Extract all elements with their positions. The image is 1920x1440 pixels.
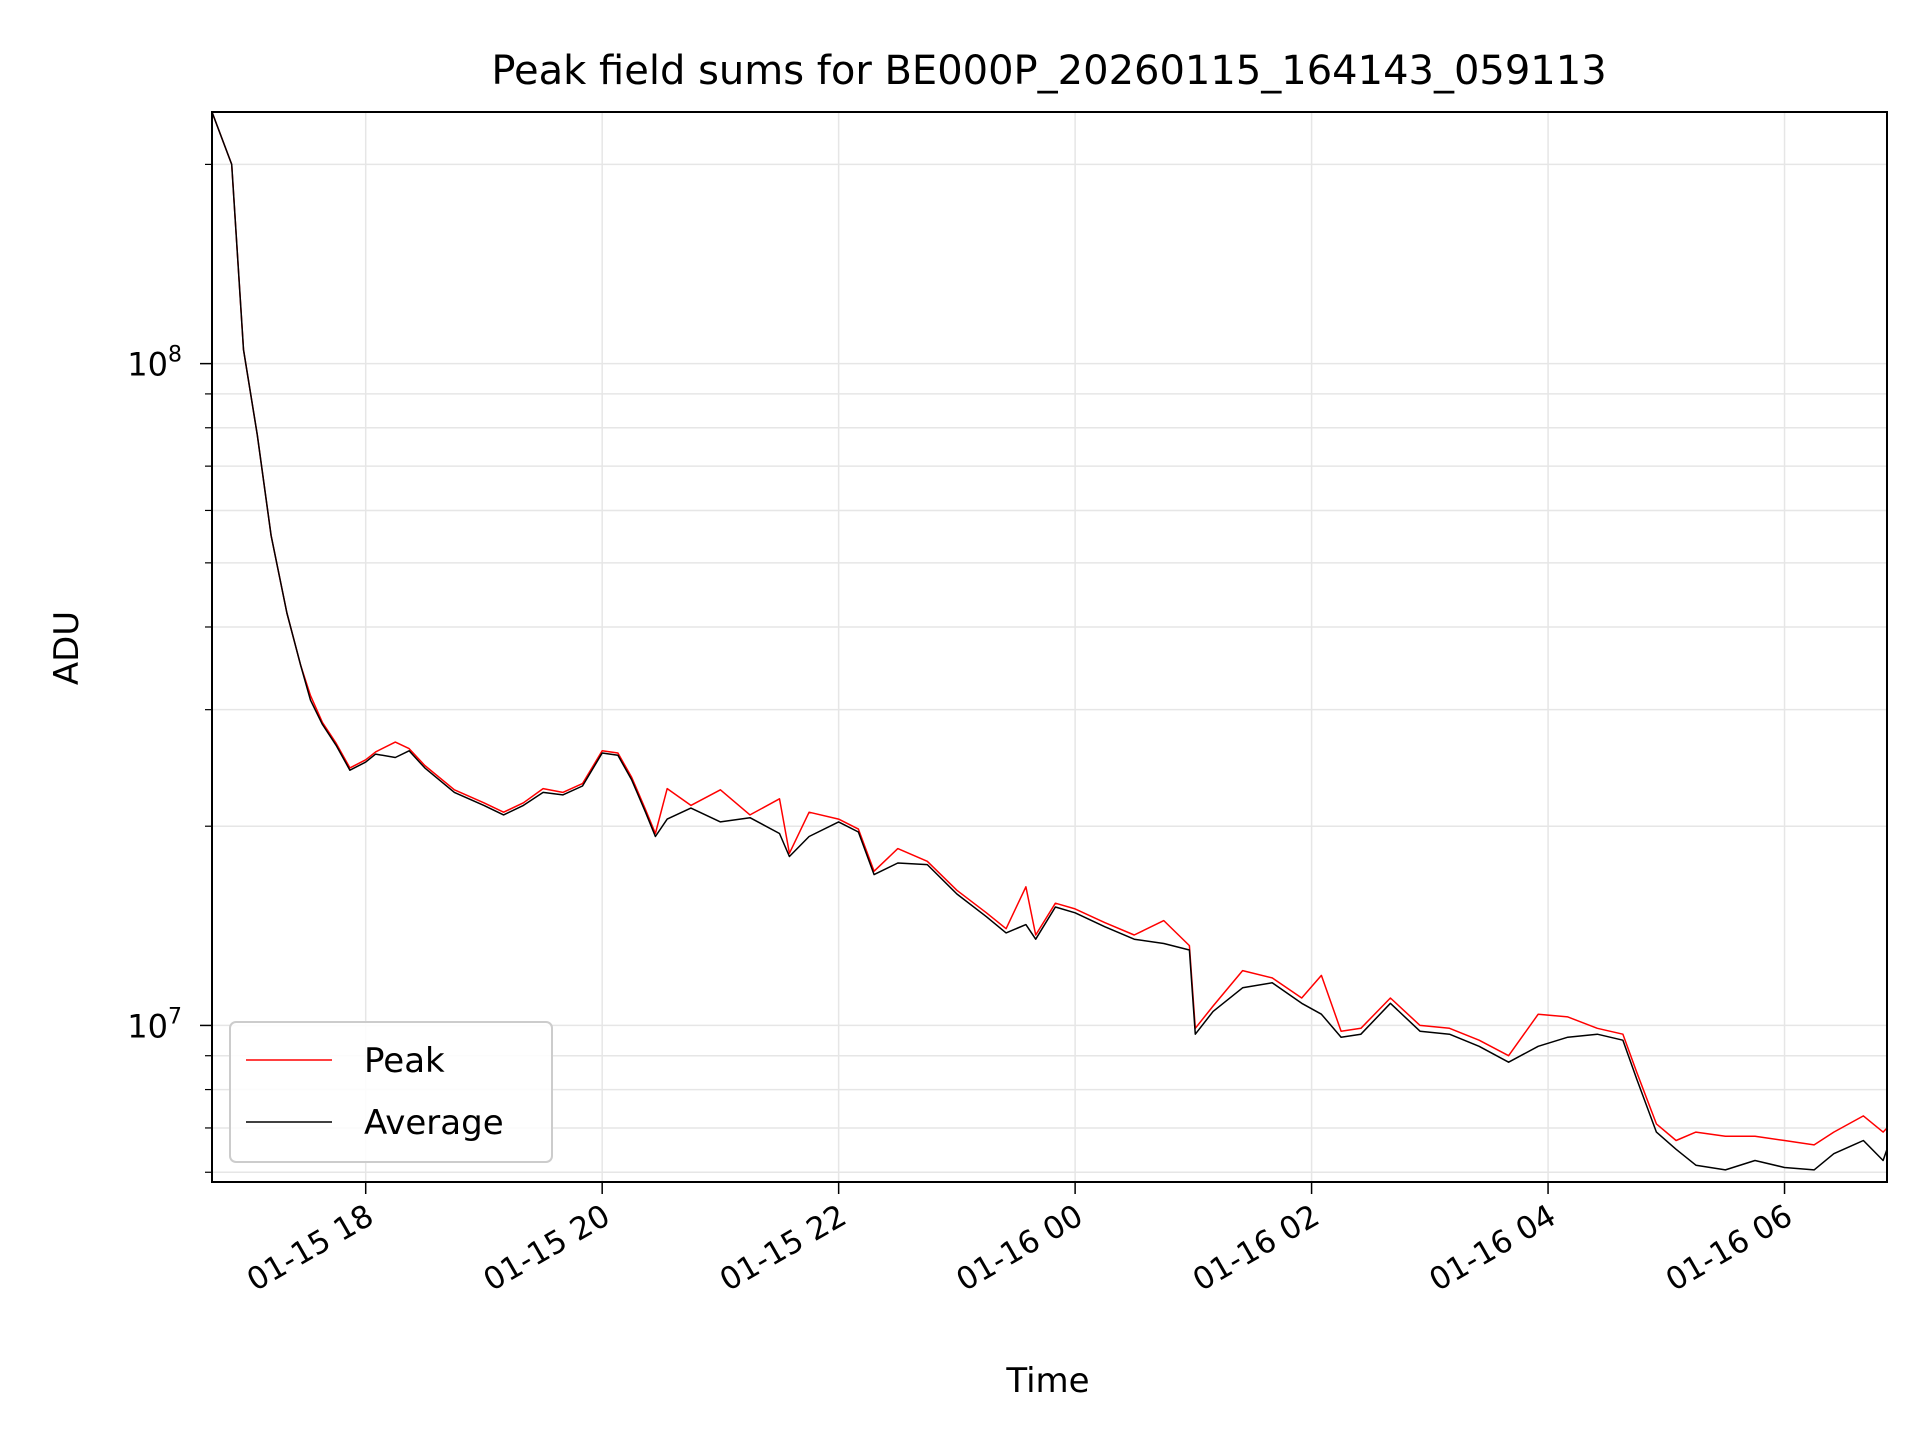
legend: Peak Average [229,1021,553,1163]
chart-title: Peak field sums for BE000P_20260115_1641… [491,48,1606,94]
x-tick-label: 01-16 00 [950,1198,1089,1299]
x-axis-label: Time [1005,1361,1089,1401]
x-tick-label: 01-16 02 [1187,1198,1326,1299]
legend-label-peak: Peak [364,1041,445,1081]
y-tick-label: 107 [127,1004,182,1045]
legend-box [229,1021,553,1163]
y-tick-exponent: 7 [168,1004,182,1029]
y-tick-exponent: 8 [168,343,182,368]
x-tick-label: 01-16 04 [1423,1198,1562,1299]
plot-frame [211,111,1888,1183]
x-ticks: 01-15 18 01-15 20 01-15 22 01-16 00 01-16 02… [241,1182,1799,1299]
y-tick-base: 10 [127,1007,168,1045]
series-average-line [211,111,1888,1171]
y-axis-label: ADU [47,611,87,685]
x-tick-label: 01-15 18 [241,1198,380,1299]
x-tick-label: 01-15 22 [714,1198,853,1299]
x-tick-label: 01-16 06 [1660,1198,1799,1299]
series-peak-line [211,111,1888,1146]
x-tick-label: 01-15 20 [477,1198,616,1299]
y-tick-label: 108 [127,343,182,384]
y-tick-base: 10 [127,346,168,384]
legend-label-average: Average [364,1103,504,1143]
series-lines [211,111,1888,1171]
